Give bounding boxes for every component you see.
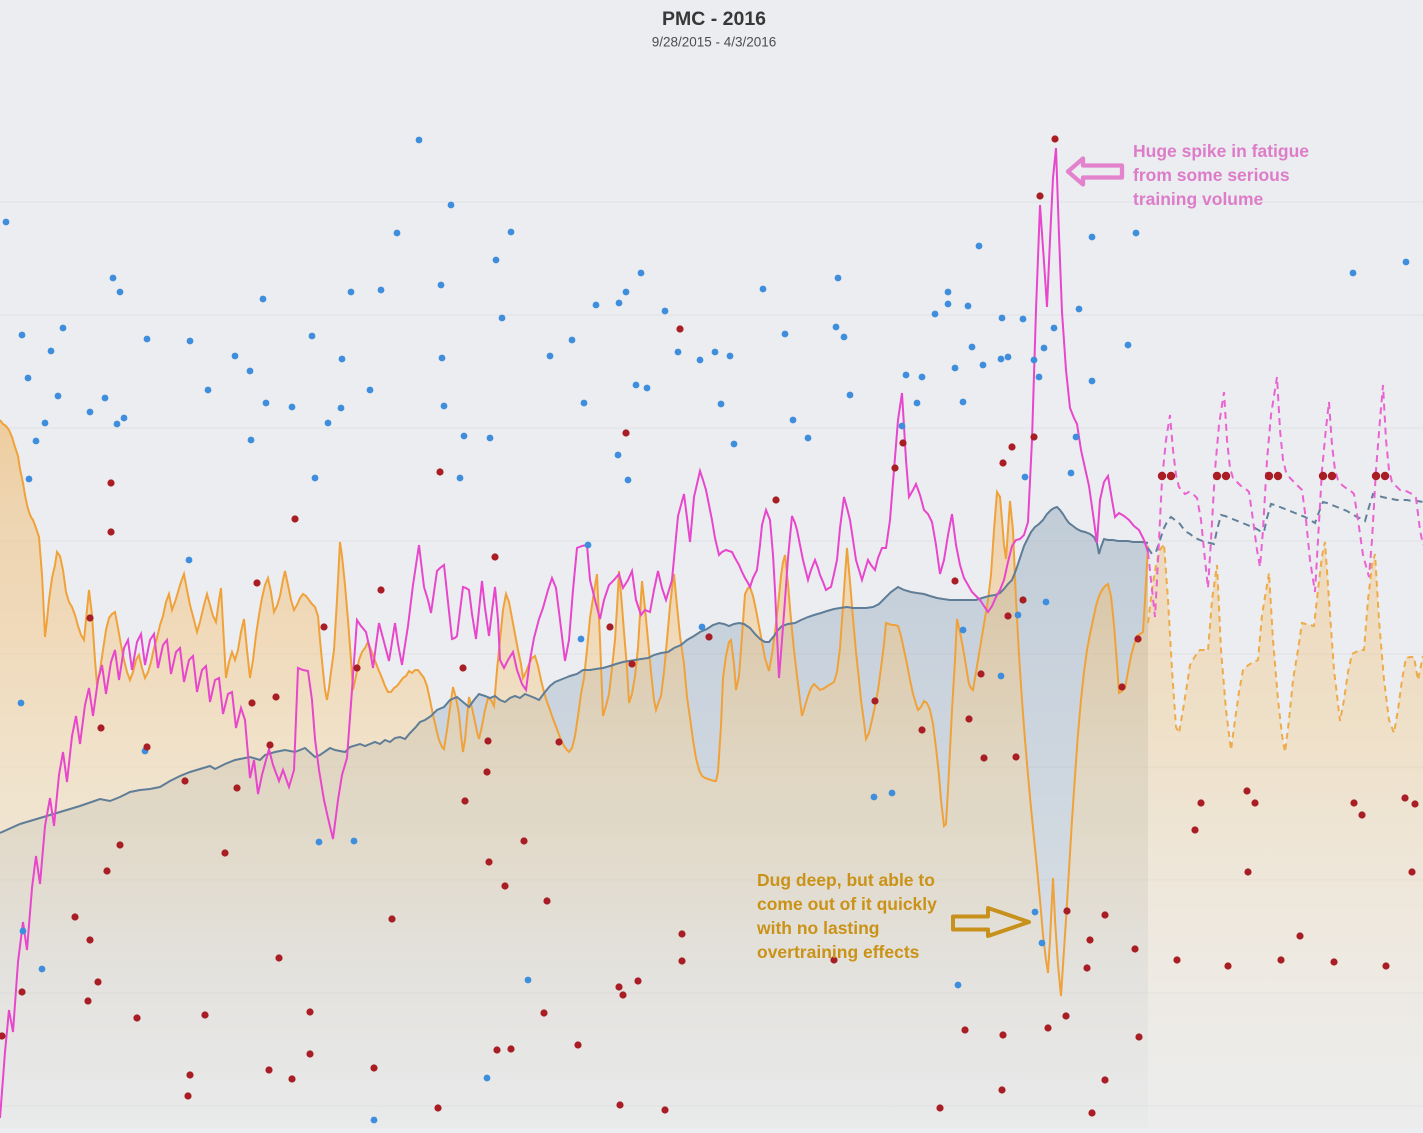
svg-text:PMC - 2016: PMC - 2016	[662, 8, 766, 30]
svg-text:Huge spike in fatigue: Huge spike in fatigue	[1133, 141, 1309, 161]
svg-text:with no lasting: with no lasting	[756, 918, 880, 938]
svg-text:9/28/2015 - 4/3/2016: 9/28/2015 - 4/3/2016	[652, 35, 777, 50]
svg-text:Dug deep, but able to: Dug deep, but able to	[757, 870, 935, 890]
svg-text:come out of it quickly: come out of it quickly	[757, 894, 937, 914]
svg-text:from some serious: from some serious	[1133, 165, 1290, 185]
svg-text:overtraining effects: overtraining effects	[757, 942, 920, 962]
svg-text:training volume: training volume	[1133, 189, 1264, 209]
